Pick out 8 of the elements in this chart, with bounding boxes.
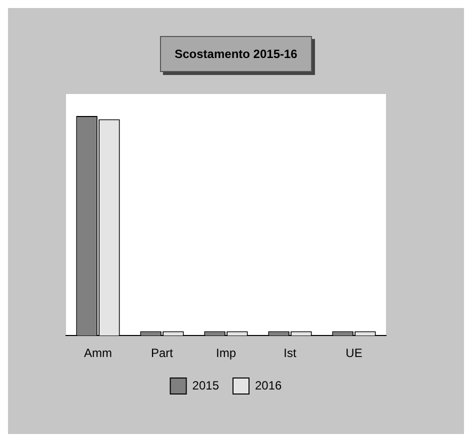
x-tick-label: Part [150, 346, 174, 360]
chart-title: Scostamento 2015-16 [160, 36, 312, 72]
x-tick-label: Amm [84, 346, 112, 360]
x-tick-label: Ist [284, 346, 297, 360]
x-tick-label: UE [346, 346, 362, 360]
x-tick-label: Imp [216, 346, 236, 360]
legend-label: 2016 [255, 378, 282, 392]
legend-label: 2015 [192, 378, 220, 392]
